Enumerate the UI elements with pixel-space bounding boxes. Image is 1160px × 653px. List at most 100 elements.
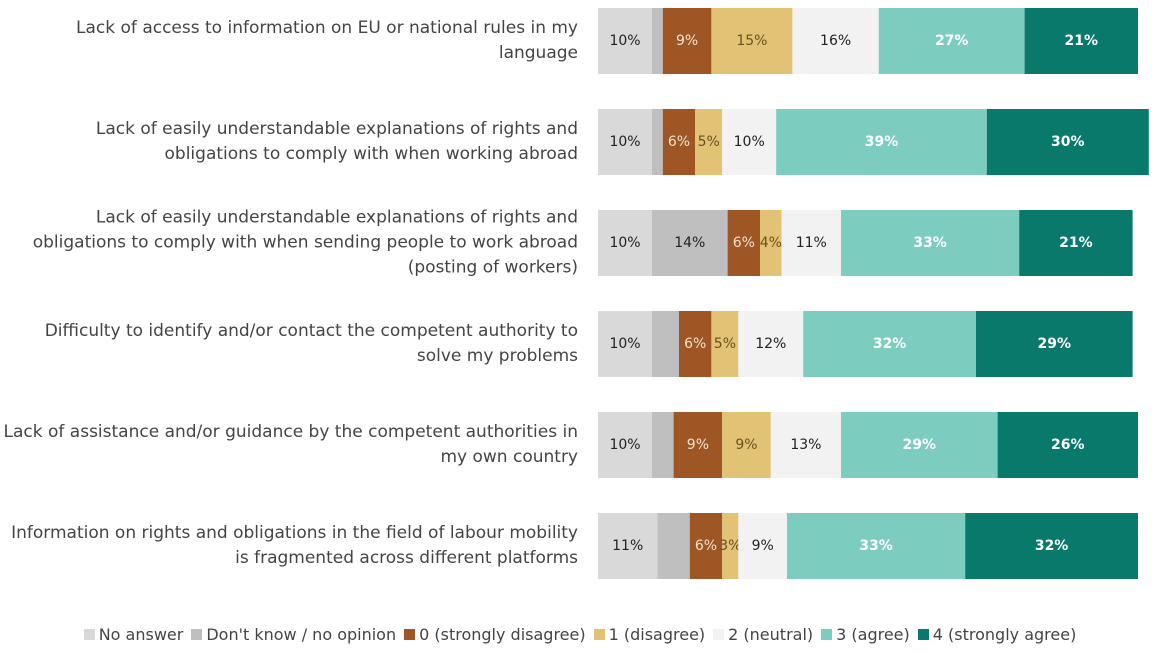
bar-segment [711, 8, 793, 74]
bar-segment [662, 8, 712, 74]
legend-item: No answer [83, 625, 184, 644]
data-label: 33% [859, 538, 893, 554]
bar-segment [673, 412, 723, 478]
data-label: 6% [684, 336, 706, 352]
legend-label: 0 (strongly disagree) [419, 625, 586, 644]
data-label: 5% [698, 134, 720, 150]
data-label: 10% [609, 33, 640, 49]
bar-segment [598, 513, 658, 579]
data-label: 10% [609, 134, 640, 150]
bar-segment [738, 513, 787, 579]
bar-segment [792, 8, 879, 74]
legend-label: No answer [98, 625, 184, 644]
bar-segment [878, 8, 1025, 74]
category-label: Lack of assistance and/or guidance by th… [3, 422, 578, 467]
data-label: 29% [1038, 336, 1072, 352]
data-label: 11% [612, 538, 643, 554]
data-label: 21% [1059, 235, 1093, 251]
bar-segment [1024, 8, 1138, 74]
bar-segment [652, 210, 728, 276]
data-label: 15% [736, 33, 767, 49]
data-label: 10% [609, 336, 640, 352]
bar-segment [722, 513, 739, 579]
data-label: 10% [609, 235, 640, 251]
bar-segment [598, 412, 652, 478]
bar-segment [679, 311, 712, 377]
bar-segment [738, 311, 804, 377]
bar-segment [986, 109, 1149, 175]
category-label: Difficulty to identify and/or contact th… [44, 321, 578, 366]
legend-item: 4 (strongly agree) [917, 625, 1076, 644]
bar-segment [781, 210, 841, 276]
category-label: Lack of access to information on EU or n… [76, 18, 578, 63]
bar-segment [997, 412, 1138, 478]
data-label: 16% [820, 33, 851, 49]
legend-swatch [713, 629, 725, 640]
bar-segment [652, 109, 663, 175]
data-label: 9% [676, 33, 698, 49]
data-label: 12% [755, 336, 786, 352]
category-label: Information on rights and obligations in… [11, 523, 578, 568]
data-label: 9% [735, 437, 757, 453]
legend-swatch [191, 629, 203, 640]
bar-segment [770, 412, 841, 478]
bar-segment [787, 513, 966, 579]
bar-segment [965, 513, 1138, 579]
legend-swatch [404, 629, 416, 640]
data-label: 6% [733, 235, 755, 251]
bar-segment [711, 311, 739, 377]
data-label: 4% [760, 235, 782, 251]
data-label: 27% [935, 33, 969, 49]
category-label: Lack of easily understandable explanatio… [32, 207, 578, 278]
bar-segment [598, 210, 652, 276]
legend-label: Don't know / no opinion [206, 625, 397, 644]
category-label: Lack of easily understandable explanatio… [95, 119, 578, 164]
bar-segment [727, 210, 760, 276]
bar-segment [803, 311, 976, 377]
bar-segment [760, 210, 782, 276]
bar-segment [652, 8, 663, 74]
legend-label: 3 (agree) [836, 625, 910, 644]
bar-segment [652, 311, 679, 377]
legend-label: 1 (disagree) [608, 625, 706, 644]
bar-segment [662, 109, 696, 175]
bar-segment [722, 109, 777, 175]
data-label: 29% [903, 437, 937, 453]
data-label: 5% [714, 336, 736, 352]
data-label: 13% [790, 437, 821, 453]
bar-segment [695, 109, 723, 175]
legend-swatch [821, 629, 833, 640]
legend-item: 1 (disagree) [593, 625, 706, 644]
bar-segment [598, 109, 652, 175]
data-label: 26% [1051, 437, 1085, 453]
bar-segment [689, 513, 723, 579]
data-label: 30% [1051, 134, 1085, 150]
legend-swatch [917, 629, 929, 640]
data-label: 10% [734, 134, 765, 150]
data-label: 3% [719, 538, 741, 554]
data-label: 6% [668, 134, 690, 150]
bar-segment [776, 109, 987, 175]
bar-segment [1019, 210, 1133, 276]
legend-label: 2 (neutral) [728, 625, 814, 644]
bar-segment [657, 513, 690, 579]
data-label: 32% [1035, 538, 1069, 554]
data-label: 32% [873, 336, 907, 352]
legend-swatch [593, 629, 605, 640]
data-label: 11% [796, 235, 827, 251]
data-label: 39% [865, 134, 899, 150]
bar-segment [841, 412, 998, 478]
legend-item: 2 (neutral) [713, 625, 813, 644]
legend-swatch [83, 629, 95, 640]
legend-item: 3 (agree) [821, 625, 910, 644]
data-label: 9% [687, 437, 709, 453]
bar-segment [976, 311, 1133, 377]
data-label: 10% [609, 437, 640, 453]
bar-segment [722, 412, 771, 478]
legend-item: 0 (strongly disagree) [404, 625, 586, 644]
data-label: 21% [1065, 33, 1099, 49]
data-label: 33% [913, 235, 947, 251]
legend: No answer Don't know / no opinion 0 (stron… [0, 625, 1160, 644]
